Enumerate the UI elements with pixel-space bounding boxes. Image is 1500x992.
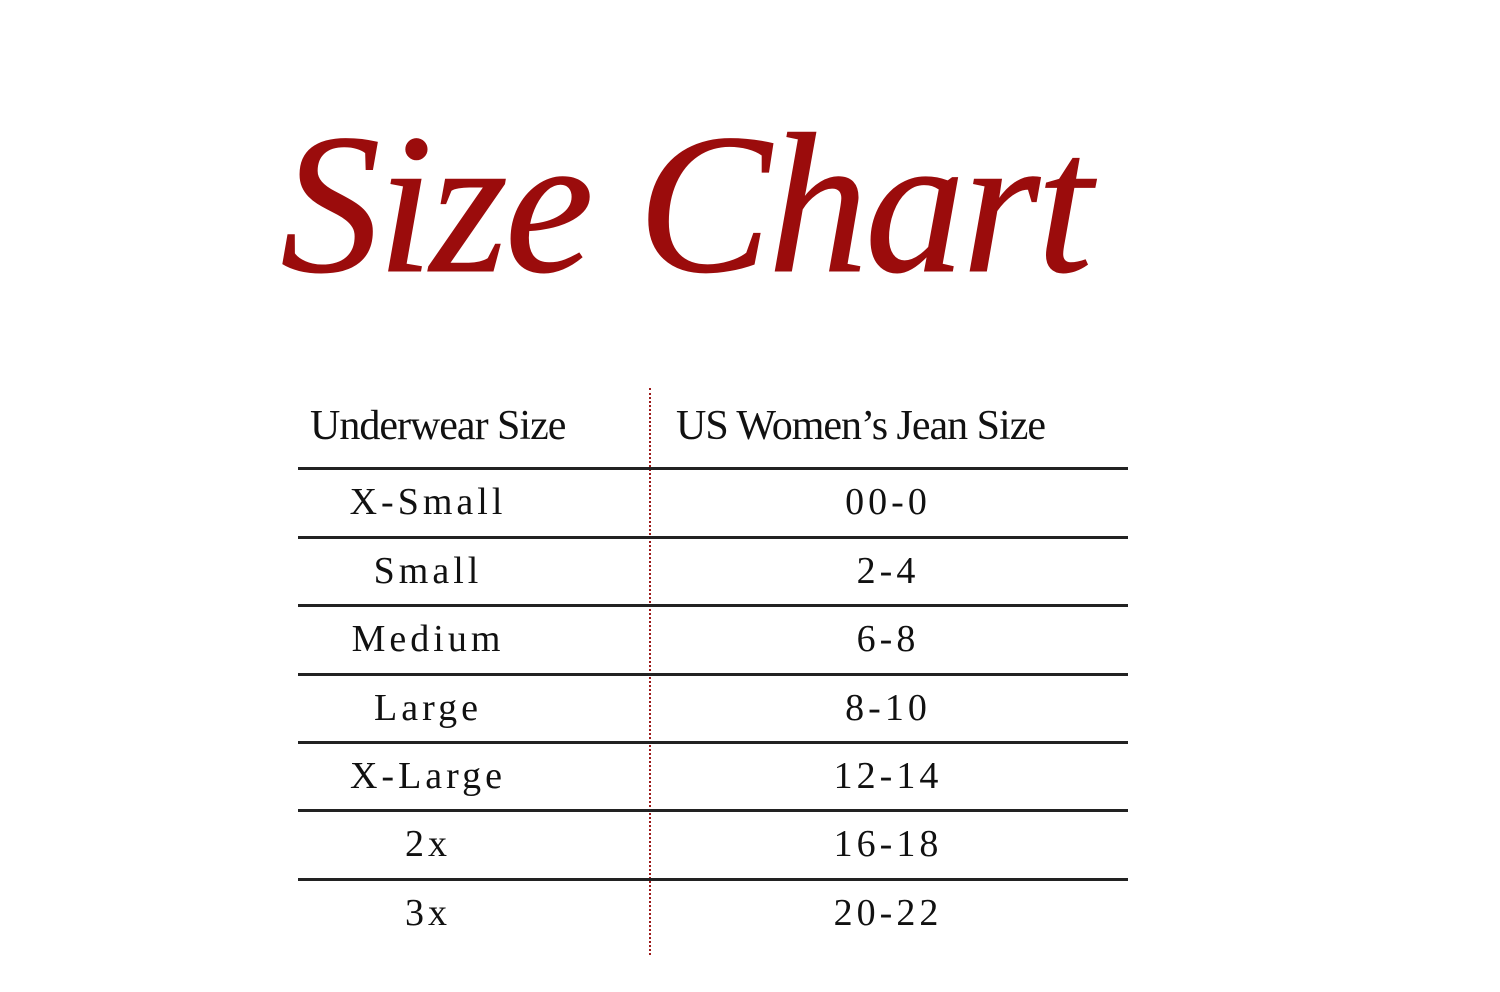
underwear-size-cell: 2x: [405, 823, 451, 865]
underwear-size-cell: Large: [374, 687, 482, 729]
jean-size-cell: 6-8: [856, 618, 920, 660]
header-underwear-size: Underwear Size: [310, 403, 566, 449]
jean-size-cell: 20-22: [833, 892, 943, 934]
jean-size-cell: 2-4: [856, 550, 920, 592]
underwear-size-cell: Medium: [351, 618, 505, 660]
underwear-size-cell: X-Large: [349, 755, 507, 797]
row-divider: [298, 809, 1128, 812]
jean-size-cell: 8-10: [845, 687, 931, 729]
underwear-size-cell: Small: [373, 550, 483, 592]
row-divider: [298, 604, 1128, 607]
row-divider: [298, 741, 1128, 744]
jean-size-cell: 16-18: [833, 823, 943, 865]
column-divider: [649, 388, 651, 955]
row-divider: [298, 673, 1128, 676]
underwear-size-cell: X-Small: [349, 481, 507, 523]
header-jean-size: US Women’s Jean Size: [676, 403, 1046, 449]
row-divider: [298, 536, 1128, 539]
page-title: Size Chart: [280, 94, 1093, 315]
row-divider: [298, 467, 1128, 470]
row-divider: [298, 878, 1128, 881]
jean-size-cell: 12-14: [833, 755, 943, 797]
jean-size-cell: 00-0: [845, 481, 931, 523]
underwear-size-cell: 3x: [405, 892, 451, 934]
